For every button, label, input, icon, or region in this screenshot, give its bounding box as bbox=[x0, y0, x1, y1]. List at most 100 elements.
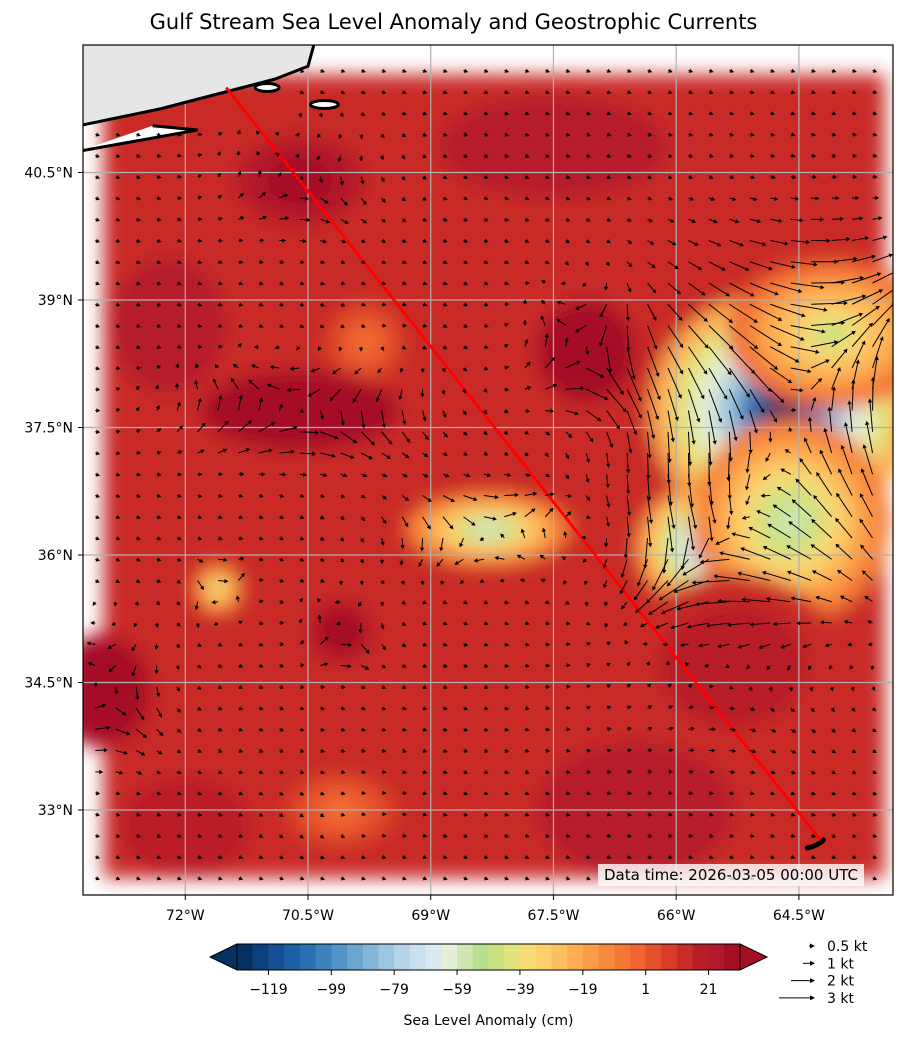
current-arrow bbox=[401, 600, 407, 605]
current-arrow-head bbox=[730, 706, 736, 711]
current-arrow bbox=[197, 727, 202, 732]
current-arrow-head bbox=[115, 854, 121, 860]
current-arrow-shaft bbox=[708, 218, 715, 222]
current-arrow bbox=[565, 493, 573, 499]
current-arrow-head bbox=[550, 356, 556, 362]
current-arrow bbox=[156, 450, 162, 455]
current-arrow-shaft bbox=[813, 546, 832, 560]
current-arrow-shaft bbox=[851, 383, 854, 411]
current-arrow bbox=[749, 854, 755, 860]
current-arrow bbox=[606, 410, 621, 430]
current-arrow-shaft bbox=[359, 601, 362, 604]
current-arrow bbox=[504, 854, 510, 860]
current-arrow-head bbox=[95, 514, 101, 520]
current-arrow bbox=[627, 790, 633, 796]
current-arrow-shaft bbox=[626, 367, 641, 399]
current-arrow-head bbox=[870, 666, 875, 671]
current-arrow-head bbox=[340, 259, 346, 265]
current-arrow bbox=[442, 323, 448, 328]
current-arrow-head bbox=[647, 705, 653, 710]
current-arrow-head bbox=[306, 217, 311, 223]
current-arrow-shaft bbox=[810, 360, 827, 369]
current-arrow-head bbox=[689, 705, 695, 710]
current-arrow-shaft bbox=[831, 332, 853, 348]
current-arrow bbox=[647, 304, 657, 321]
current-arrow bbox=[217, 448, 228, 454]
current-arrow-head bbox=[300, 259, 305, 265]
current-arrow-head bbox=[526, 361, 531, 367]
current-arrow bbox=[749, 282, 779, 296]
current-arrow bbox=[586, 111, 591, 116]
current-arrow-shaft bbox=[156, 408, 159, 411]
current-arrow-shaft bbox=[340, 558, 342, 561]
current-arrow-head bbox=[587, 726, 592, 732]
current-arrow bbox=[299, 451, 316, 456]
current-arrow bbox=[279, 578, 285, 583]
current-arrow bbox=[749, 325, 783, 347]
current-arrow-shaft bbox=[524, 510, 533, 518]
current-arrow-head bbox=[238, 791, 244, 796]
current-arrow-shaft bbox=[718, 537, 730, 544]
current-arrow bbox=[442, 473, 450, 478]
current-arrow bbox=[381, 664, 387, 669]
current-arrow-head bbox=[402, 748, 407, 753]
current-arrow bbox=[299, 640, 305, 645]
current-arrow-head bbox=[656, 395, 661, 401]
current-arrow-head bbox=[647, 132, 653, 137]
colorbar-swatch bbox=[551, 944, 568, 970]
current-arrow-head bbox=[443, 642, 448, 647]
current-arrow-shaft bbox=[708, 261, 723, 270]
current-arrow-head bbox=[541, 279, 546, 285]
current-arrow-head bbox=[484, 706, 489, 711]
current-arrow-shaft bbox=[637, 601, 648, 611]
colorbar-swatch bbox=[394, 944, 411, 970]
current-arrow bbox=[862, 444, 874, 475]
current-arrow bbox=[258, 259, 264, 265]
current-arrow-shaft bbox=[360, 197, 365, 203]
current-arrow bbox=[524, 876, 530, 881]
current-arrow bbox=[524, 174, 530, 180]
current-arrow-head bbox=[362, 200, 367, 206]
current-arrow-shaft bbox=[319, 835, 322, 837]
current-arrow-head bbox=[484, 132, 489, 137]
current-arrow-head bbox=[668, 68, 673, 73]
current-arrow-shaft bbox=[460, 537, 464, 544]
current-arrow-shaft bbox=[217, 398, 221, 411]
current-arrow-head bbox=[709, 501, 714, 506]
current-arrow-head bbox=[549, 507, 554, 513]
current-arrow-head bbox=[341, 769, 346, 775]
current-arrow-head bbox=[320, 684, 326, 690]
current-arrow-head bbox=[381, 260, 387, 265]
current-arrow-shaft bbox=[360, 176, 363, 182]
current-arrow-head bbox=[773, 418, 777, 423]
current-arrow-shaft bbox=[687, 410, 695, 441]
current-arrow bbox=[708, 726, 716, 732]
current-arrow bbox=[667, 303, 683, 321]
current-arrow-head bbox=[320, 791, 325, 796]
current-arrow-head bbox=[136, 854, 141, 860]
current-arrow-head bbox=[404, 454, 410, 459]
current-arrow bbox=[136, 132, 141, 137]
current-arrow-head bbox=[878, 289, 884, 294]
current-arrow-head bbox=[339, 181, 344, 186]
current-arrow bbox=[463, 876, 469, 881]
current-arrow-head bbox=[156, 365, 161, 370]
current-arrow-head bbox=[238, 854, 244, 860]
current-arrow bbox=[463, 111, 469, 116]
current-arrow bbox=[769, 388, 785, 403]
current-arrow bbox=[258, 238, 265, 243]
current-arrow bbox=[647, 389, 660, 421]
current-arrow-head bbox=[791, 132, 796, 137]
current-arrow-shaft bbox=[831, 728, 834, 731]
current-arrow-shaft bbox=[840, 571, 853, 581]
current-arrow bbox=[565, 153, 571, 158]
current-arrow-head bbox=[218, 854, 223, 860]
current-arrow-shaft bbox=[319, 638, 327, 645]
current-arrow bbox=[338, 346, 343, 352]
colorbar-swatch bbox=[724, 944, 741, 970]
current-arrow-head bbox=[780, 468, 785, 473]
current-arrow-head bbox=[422, 68, 428, 73]
current-arrow-shaft bbox=[797, 481, 812, 496]
current-arrow bbox=[442, 89, 448, 95]
current-arrow-shaft bbox=[770, 303, 803, 316]
